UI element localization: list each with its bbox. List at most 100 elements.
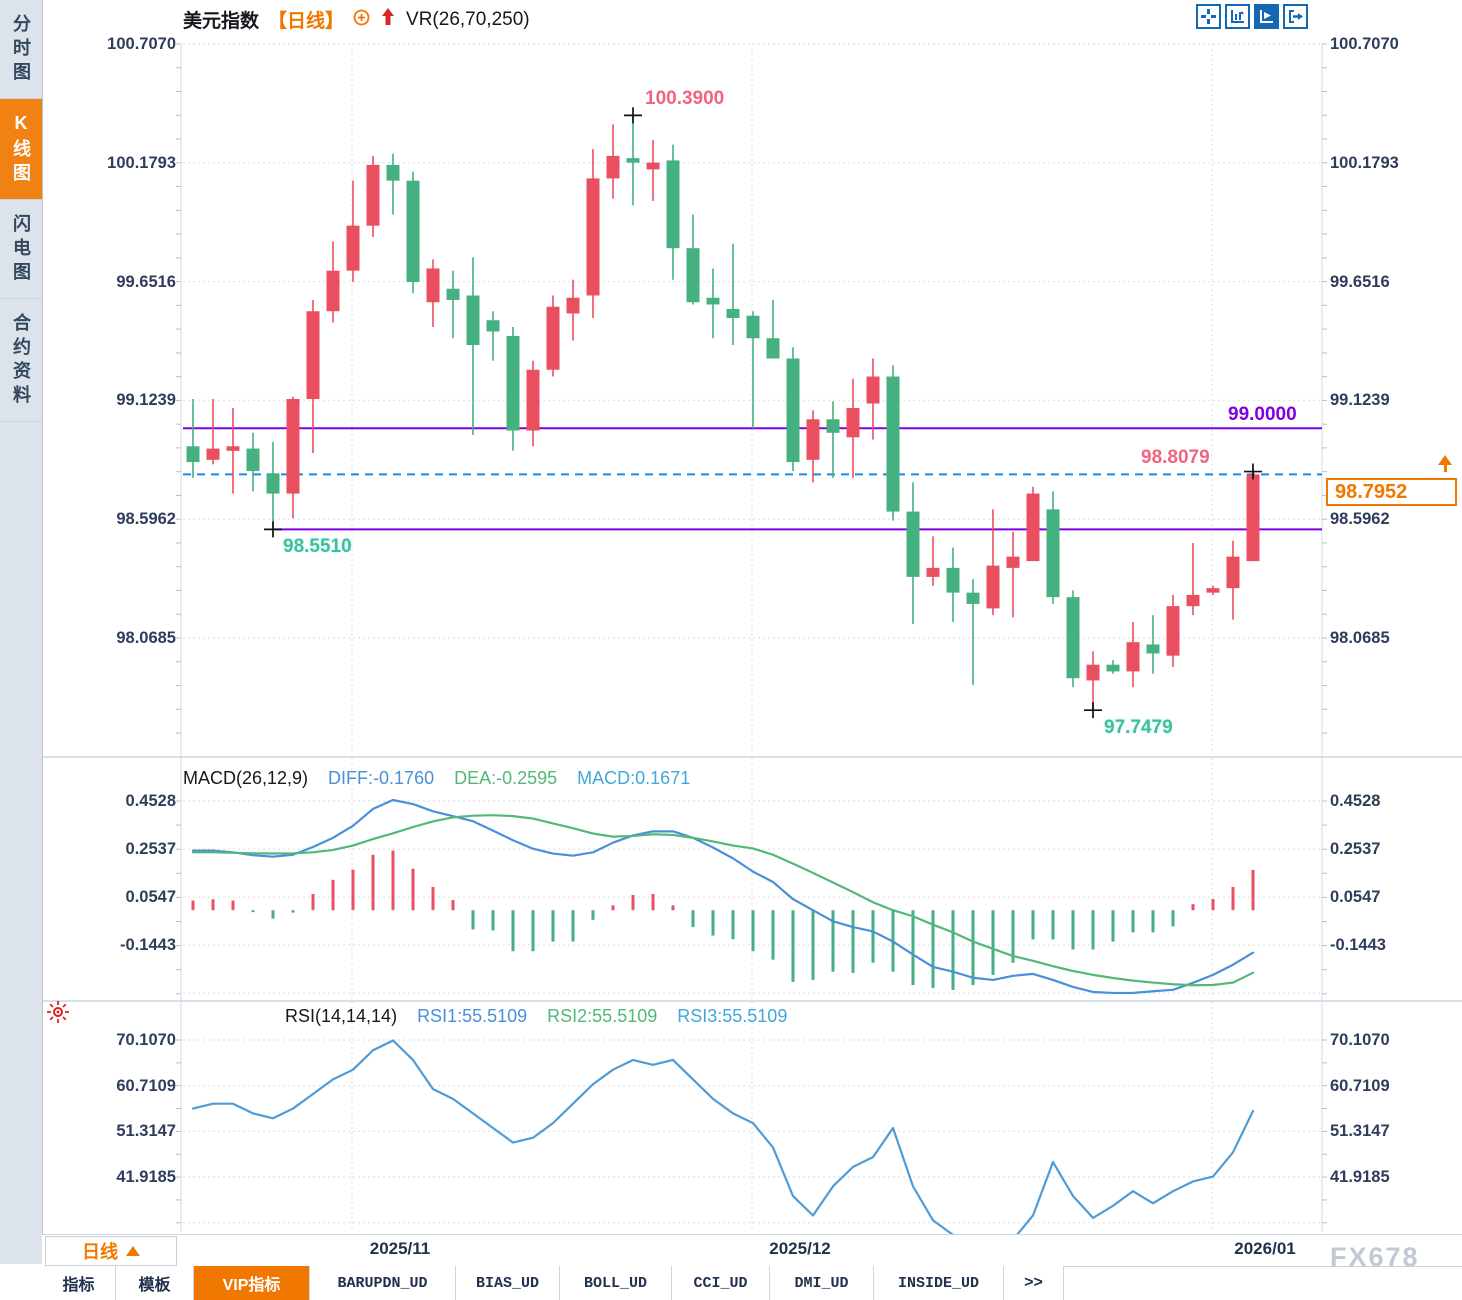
- rsi1-value: RSI1:55.5109: [417, 1006, 528, 1026]
- candle-body: [286, 399, 300, 494]
- price-up-arrow-stem: [1444, 464, 1447, 472]
- period-tag[interactable]: 【日线】: [268, 11, 345, 32]
- y-axis-tick-label: 0.2537: [1330, 840, 1381, 859]
- candle-body: [186, 446, 200, 463]
- watermark: FX678: [1330, 1242, 1420, 1272]
- sidebar-item-label: K线图: [11, 113, 31, 187]
- x-tick-month: 2025/11: [369, 1239, 431, 1258]
- candle-body: [606, 155, 620, 179]
- sidebar-item-candlechart[interactable]: K线图: [0, 99, 42, 200]
- y-axis-tick-label: 99.1239: [1330, 391, 1390, 410]
- tab-boll-ud[interactable]: BOLL_UD: [560, 1266, 672, 1300]
- sidebar-item-label: 闪电图: [11, 214, 31, 286]
- tab-cci-ud[interactable]: CCI_UD: [672, 1266, 770, 1300]
- candle-body: [1106, 664, 1120, 672]
- peak-price-annotation: 100.3900: [645, 88, 725, 109]
- macd-hist-value: MACD:0.1671: [577, 768, 691, 788]
- candle-body: [726, 308, 740, 318]
- candle-body: [786, 358, 800, 463]
- period-up-triangle-icon: [126, 1246, 140, 1256]
- indicator-label: VR(26,70,250): [406, 8, 530, 30]
- candle-body: [906, 511, 920, 577]
- candle-body: [986, 565, 1000, 609]
- circle-plus-icon[interactable]: [353, 9, 370, 31]
- indicator-tab-bar: 指标 模板 VIP指标 BARUPDN_UD BIAS_UD BOLL_UD C…: [42, 1266, 1064, 1300]
- candle-body: [426, 268, 440, 303]
- sun-indicator-icon[interactable]: [46, 1000, 70, 1029]
- tab-dmi-ud[interactable]: DMI_UD: [770, 1266, 874, 1300]
- rsi-header: RSI(14,14,14) RSI1:55.5109 RSI2:55.5109 …: [285, 1006, 787, 1027]
- current-price-tag[interactable]: 98.7952: [1326, 478, 1457, 506]
- left-sidebar: 分时图 K线图 闪电图 合约资料: [0, 0, 43, 1264]
- tab-vip-indicators[interactable]: VIP指标: [194, 1266, 310, 1300]
- y-axis-tick-label: 100.1793: [1330, 153, 1399, 172]
- candle-body: [486, 320, 500, 332]
- y-axis-tick-label: 0.0547: [125, 888, 176, 907]
- candle-body: [1246, 474, 1260, 562]
- y-axis-tick-label: 60.7109: [1330, 1076, 1390, 1095]
- candle-body: [266, 473, 280, 494]
- y-axis-tick-label: 70.1070: [1330, 1031, 1390, 1049]
- sidebar-item-label: 合约资料: [11, 313, 31, 409]
- buy-arrow-icon: [379, 7, 397, 32]
- tab-barupdn-ud[interactable]: BARUPDN_UD: [310, 1266, 456, 1300]
- candle-body: [386, 164, 400, 181]
- macd-header: MACD(26,12,9) DIFF:-0.1760 DEA:-0.2595 M…: [183, 768, 690, 789]
- candle-body: [226, 446, 240, 451]
- y-axis-tick-label: 60.7109: [116, 1076, 176, 1095]
- candle-body: [466, 295, 480, 345]
- sidebar-item-label: 分时图: [11, 14, 31, 86]
- y-axis-tick-label: 41.9185: [116, 1167, 176, 1186]
- candle-body: [566, 297, 580, 314]
- candle-body: [546, 306, 560, 370]
- pan-right-icon[interactable]: [1283, 4, 1308, 29]
- y-axis-tick-label: 100.7070: [107, 35, 176, 53]
- tab-more[interactable]: >>: [1004, 1266, 1064, 1300]
- axis-play-icon-active[interactable]: [1254, 4, 1279, 29]
- sidebar-item-timechart[interactable]: 分时图: [0, 0, 42, 99]
- x-tick-month: 2026/01: [1234, 1239, 1296, 1258]
- y-axis-tick-label: 41.9185: [1330, 1167, 1390, 1186]
- candle-body: [1086, 664, 1100, 681]
- low-price-annotation-2: 97.7479: [1104, 717, 1173, 738]
- candle-body: [1126, 642, 1140, 672]
- macd-name[interactable]: MACD(26,12,9): [183, 768, 309, 788]
- tab-indicators[interactable]: 指标: [42, 1266, 116, 1300]
- y-axis-tick-label: 99.6516: [116, 272, 176, 291]
- chart-toolbar: [1196, 4, 1308, 29]
- candle-body: [206, 448, 220, 460]
- axis-zoom-icon[interactable]: [1225, 4, 1250, 29]
- rsi-name[interactable]: RSI(14,14,14): [285, 1006, 398, 1026]
- low-price-annotation-1: 98.5510: [283, 536, 352, 557]
- candle-body: [326, 270, 340, 312]
- tab-bias-ud[interactable]: BIAS_UD: [456, 1266, 560, 1300]
- y-axis-tick-label: -0.1443: [120, 936, 176, 955]
- candle-body: [446, 288, 460, 300]
- candle-body: [926, 567, 940, 577]
- candle-body: [506, 335, 520, 431]
- rsi-line: [191, 1039, 1255, 1246]
- candle-body: [306, 311, 320, 400]
- crosshair-icon[interactable]: [1196, 4, 1221, 29]
- candle-body: [366, 164, 380, 226]
- candle-body: [1046, 509, 1060, 598]
- candle-body: [826, 419, 840, 433]
- level-99-annotation: 99.0000: [1228, 404, 1297, 425]
- rsi3-value: RSI3:55.5109: [677, 1006, 788, 1026]
- y-axis-tick-label: 51.3147: [116, 1122, 176, 1141]
- macd-dea-line: [191, 814, 1255, 987]
- sidebar-item-contract-info[interactable]: 合约资料: [0, 299, 42, 422]
- sidebar-item-flashchart[interactable]: 闪电图: [0, 200, 42, 299]
- period-selector[interactable]: 日线: [45, 1236, 177, 1266]
- x-axis-strip: 日线 2025/11 2025/12 2026/01: [42, 1234, 1462, 1267]
- macd-diff-value: DIFF:-0.1760: [328, 768, 435, 788]
- y-axis-tick-label: 100.1793: [107, 153, 176, 172]
- candle-body: [526, 369, 540, 431]
- candle-body: [646, 162, 660, 170]
- tab-templates[interactable]: 模板: [116, 1266, 194, 1300]
- candle-body: [1006, 556, 1020, 568]
- candle-body: [706, 297, 720, 305]
- tab-inside-ud[interactable]: INSIDE_UD: [874, 1266, 1004, 1300]
